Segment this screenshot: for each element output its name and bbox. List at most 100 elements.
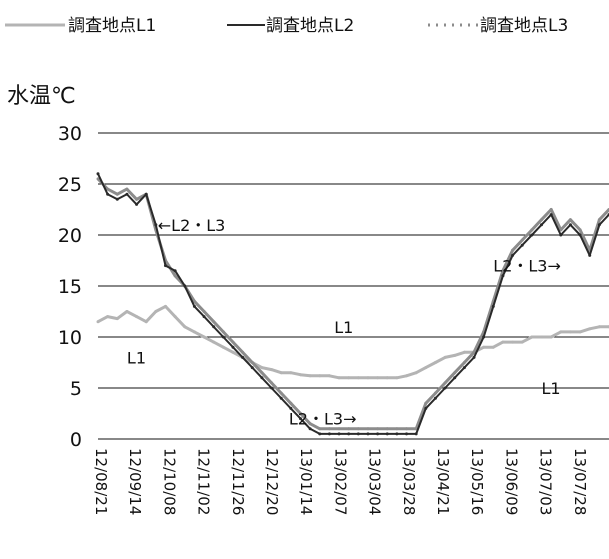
x-tick-label: 12/10/08 [160, 448, 178, 515]
data-point [453, 376, 457, 380]
data-point [424, 401, 428, 405]
data-point [173, 269, 177, 273]
data-point [433, 361, 437, 364]
data-point [443, 355, 447, 359]
data-point [231, 340, 235, 344]
data-point [279, 396, 283, 400]
data-point [356, 376, 360, 380]
data-point [540, 218, 544, 222]
data-point [163, 304, 167, 308]
legend: 調査地点L1 調査地点L2 調査地点L3 [5, 16, 568, 36]
data-point [289, 401, 293, 405]
annotation: L1 [334, 318, 353, 337]
data-point [96, 177, 100, 181]
x-tick-label: 13/01/14 [297, 448, 315, 515]
data-point [472, 355, 476, 359]
series-line-2 [97, 173, 609, 435]
data-point [520, 340, 524, 344]
data-point [106, 187, 110, 191]
legend-item-l3: 調査地点L3 [428, 16, 568, 36]
data-point [106, 315, 110, 319]
data-point [135, 202, 139, 206]
data-point [540, 335, 544, 339]
y-tick-label: 0 [70, 429, 82, 451]
x-tick-label: 13/04/21 [434, 448, 452, 515]
data-point [318, 432, 322, 436]
data-point [568, 330, 572, 334]
data-point [443, 381, 447, 385]
data-point [135, 197, 139, 201]
data-point [270, 368, 274, 372]
data-point [144, 192, 148, 196]
data-point [115, 192, 119, 196]
data-point [366, 432, 370, 436]
data-point [366, 376, 370, 380]
annotation: L1 [127, 348, 146, 367]
data-point [501, 340, 505, 344]
data-point [270, 386, 274, 390]
data-point [115, 317, 119, 321]
data-point [173, 315, 177, 319]
data-point [96, 320, 100, 324]
data-point [221, 330, 225, 334]
legend-label-l3: 調査地点L3 [480, 16, 568, 36]
data-point [347, 376, 351, 380]
data-point [337, 432, 341, 436]
annotation: L2・L3→ [289, 410, 357, 429]
data-point [376, 432, 380, 436]
data-point [511, 253, 515, 257]
data-point [250, 366, 254, 370]
annotation: L1 [542, 379, 561, 398]
data-point [308, 374, 312, 378]
data-point [462, 350, 466, 354]
data-point [414, 432, 418, 436]
data-point [597, 218, 601, 222]
data-point [135, 315, 139, 319]
x-tick-labels: 12/08/21 12/09/14 12/10/08 12/11/02 12/11/26… [92, 448, 589, 515]
data-point [597, 223, 601, 227]
data-point [511, 248, 515, 252]
data-point [578, 330, 582, 334]
data-point [308, 422, 312, 426]
data-point [491, 304, 495, 308]
series-lines [96, 172, 609, 436]
data-point [385, 427, 389, 431]
data-point [453, 353, 457, 357]
data-point [231, 345, 235, 349]
data-point [597, 325, 601, 329]
x-tick-label: 13/06/09 [502, 448, 520, 515]
data-point [588, 253, 592, 257]
data-point [472, 350, 476, 354]
series-line-1 [97, 304, 609, 380]
annotation: ←L2・L3 [158, 216, 226, 235]
legend-item-l2: 調査地点L2 [227, 16, 354, 36]
data-point [279, 371, 283, 375]
data-point [491, 345, 495, 349]
data-point [443, 386, 447, 390]
x-tick-label: 13/05/16 [468, 448, 486, 515]
data-point [530, 228, 534, 232]
data-point [549, 213, 553, 217]
data-point [549, 335, 553, 339]
data-point [298, 373, 302, 377]
data-point [154, 310, 158, 313]
data-point [530, 335, 534, 339]
data-point [395, 432, 399, 436]
y-axis-label: 水温℃ [7, 84, 76, 109]
y-tick-label: 25 [58, 174, 82, 196]
gridlines [98, 132, 609, 440]
data-point [125, 310, 129, 313]
data-point [318, 427, 322, 431]
data-point [298, 412, 302, 415]
y-tick-label: 20 [58, 225, 82, 247]
data-point [241, 355, 245, 359]
data-point [327, 374, 331, 378]
data-point [433, 391, 437, 395]
x-tick-label: 12/08/21 [92, 448, 110, 515]
data-point [192, 299, 196, 303]
data-point [385, 376, 389, 380]
data-point [212, 320, 216, 324]
data-point [337, 376, 341, 380]
data-point [270, 381, 274, 385]
data-point [327, 427, 331, 431]
